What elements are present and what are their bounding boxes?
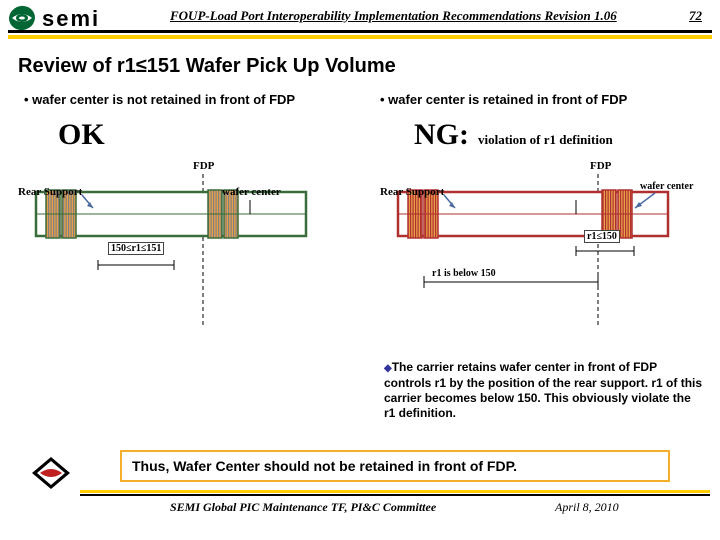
explanation-body: The carrier retains wafer center in fron… [384, 360, 702, 420]
header-rule [8, 30, 712, 39]
bullet-ng: • wafer center is retained in front of F… [380, 92, 627, 107]
footer-date: April 8, 2010 [555, 500, 619, 515]
ng-status: NG: [414, 118, 469, 152]
diagram-ok: FDP Rear Support wafer center 150≤r1≤151 [18, 160, 338, 325]
logo-text: semi [42, 6, 100, 31]
below-note: r1 is below 150 [432, 268, 496, 279]
footer-rule [80, 490, 710, 496]
diagram-ng: FDP Rear Support wafer center r1≤150 r1 … [380, 160, 700, 325]
range-box: r1≤150 [584, 230, 620, 243]
header: semi FOUP-Load Port Interoperability Imp… [0, 0, 720, 42]
fdp-label: FDP [590, 160, 611, 172]
bullet-ok: • wafer center is not retained in front … [24, 92, 295, 107]
rear-support-label: Rear Support [380, 186, 444, 198]
ok-status: OK [58, 118, 105, 152]
footer-org: SEMI Global PIC Maintenance TF, PI&C Com… [170, 500, 436, 515]
semi-logo-small [30, 455, 72, 496]
conclusion-box: Thus, Wafer Center should not be retaine… [120, 450, 670, 482]
page-number: 72 [689, 8, 702, 24]
wafer-center-label: wafer center [640, 181, 693, 192]
fdp-label: FDP [193, 160, 214, 172]
header-title: FOUP-Load Port Interoperability Implemen… [170, 8, 617, 24]
bullet-diamond-icon: ◆ [384, 363, 392, 374]
slide-title: Review of r1≤151 Wafer Pick Up Volume [18, 55, 396, 78]
range-box: 150≤r1≤151 [108, 242, 164, 255]
ng-description: violation of r1 definition [478, 132, 613, 148]
wafer-center-label: wafer center [222, 186, 281, 198]
explanation-text: ◆The carrier retains wafer center in fro… [384, 360, 704, 421]
rear-support-label: Rear Support [18, 186, 82, 198]
